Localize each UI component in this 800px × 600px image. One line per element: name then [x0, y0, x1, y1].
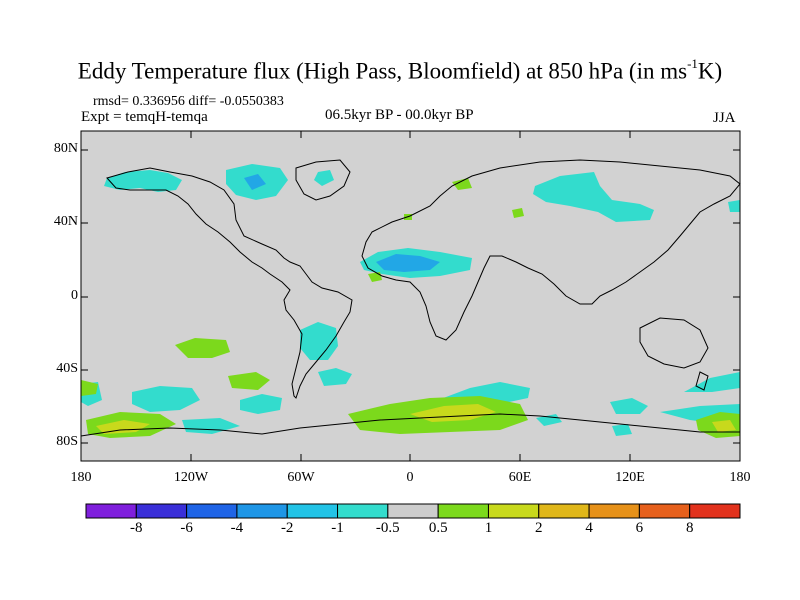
shade-green-east-pacific — [175, 338, 230, 358]
colorbar-label-1: -6 — [180, 520, 193, 536]
title-units-tail: K) — [697, 58, 723, 84]
colorbar-label-3: -2 — [280, 520, 294, 536]
lon-label-120e: 120E — [615, 470, 645, 485]
new-zealand-coastline — [695, 371, 709, 391]
shade-cyan-amundsen — [182, 418, 240, 434]
lat-ticks — [81, 149, 740, 444]
americas-coastline — [106, 167, 353, 399]
colorbar-label-10: 6 — [635, 520, 644, 536]
period-label: 06.5kyr BP - 00.0kyr BP — [325, 107, 474, 123]
shade-cyan-siberia — [533, 172, 654, 222]
shade-cyan-greenland — [314, 170, 334, 186]
colorbar-label-11: 8 — [685, 520, 694, 536]
lat-label-80s: 80S — [56, 434, 78, 449]
shade-green-west-edge — [81, 380, 98, 396]
shade-blue-hudson-core — [244, 174, 266, 190]
colorbar-box-10 — [588, 503, 640, 519]
lat-label-0: 0 — [71, 288, 78, 303]
lon-label-180-right: 180 — [729, 470, 751, 485]
lat-label-40s: 40S — [56, 361, 78, 376]
colorbar-box-9 — [538, 503, 590, 519]
shade-cyan-south-america — [300, 322, 338, 360]
australia-coastline — [639, 317, 709, 369]
experiment-label: Expt = temqH-temqa — [81, 109, 208, 125]
shade-cyan-small-1 — [536, 414, 562, 426]
shade-green-se-pacific — [228, 372, 270, 390]
colorbar-label-4: -1 — [331, 520, 344, 536]
colorbar-box-0 — [85, 503, 137, 519]
map-title: Eddy Temperature flux (High Pass, Bloomf… — [0, 56, 800, 85]
shade-green-russia — [512, 208, 524, 218]
lon-label-60e: 60E — [508, 470, 532, 485]
colorbar-box-4 — [286, 503, 339, 519]
colorbar-label-8: 2 — [535, 520, 543, 536]
shade-cyan-small-2 — [612, 424, 632, 436]
season-label: JJA — [713, 110, 736, 126]
colorbar-box-8 — [487, 503, 540, 519]
coastlines — [80, 159, 741, 437]
shade-yellow-ross-core — [96, 420, 150, 434]
shade-cyan-south-indian — [610, 398, 648, 414]
colorbar-label-7: 1 — [484, 520, 493, 536]
shade-cyan-drake — [240, 394, 282, 414]
lat-label-40n: 40N — [53, 214, 78, 229]
title-superscript: -1 — [687, 56, 698, 71]
colorbar-box-11 — [638, 503, 691, 519]
lon-label-180-left: 180 — [70, 470, 92, 485]
greenland-coastline — [295, 159, 351, 201]
colorbar-box-3 — [236, 503, 288, 519]
shade-green-scandinavia — [452, 178, 472, 190]
colorbar-label-0: -8 — [130, 520, 143, 536]
lon-ticks — [190, 131, 631, 461]
lon-label-120w: 120W — [173, 470, 209, 485]
lon-label-0: 0 — [406, 470, 414, 485]
shade-cyan-south-atlantic — [318, 368, 352, 386]
colorbar-box-1 — [135, 503, 188, 519]
shade-cyan-arctic-alaska — [104, 170, 182, 192]
colorbar-box-12 — [689, 503, 741, 519]
colorbar-box-2 — [186, 503, 238, 519]
rmsd-diff-stats: rmsd= 0.336956 diff= -0.0550383 — [93, 94, 284, 109]
shade-blue-sahara-core — [376, 254, 440, 272]
colorbar — [85, 503, 741, 519]
colorbar-box-6 — [387, 503, 439, 519]
lon-label-60w: 60W — [287, 470, 315, 485]
lat-label-80n: 80N — [53, 141, 78, 156]
colorbar-label-9: 4 — [585, 520, 593, 536]
colorbar-box-5 — [337, 503, 389, 519]
antarctica-coastline — [80, 413, 740, 437]
eurasia-africa-coastline — [361, 159, 741, 341]
shade-yellow-ross-east-core — [712, 420, 736, 432]
colorbar-label-5: -0.5 — [375, 520, 400, 536]
shade-cyan-east-siberia — [728, 200, 740, 212]
colorbar-label-6: 0.5 — [428, 520, 448, 536]
colorbar-label-2: -4 — [230, 520, 244, 536]
title-text: Eddy Temperature flux (High Pass, Bloomf… — [77, 58, 688, 84]
colorbar-box-7 — [437, 503, 489, 519]
anomaly-shading — [81, 164, 740, 438]
shade-cyan-south-pacific — [132, 386, 200, 412]
